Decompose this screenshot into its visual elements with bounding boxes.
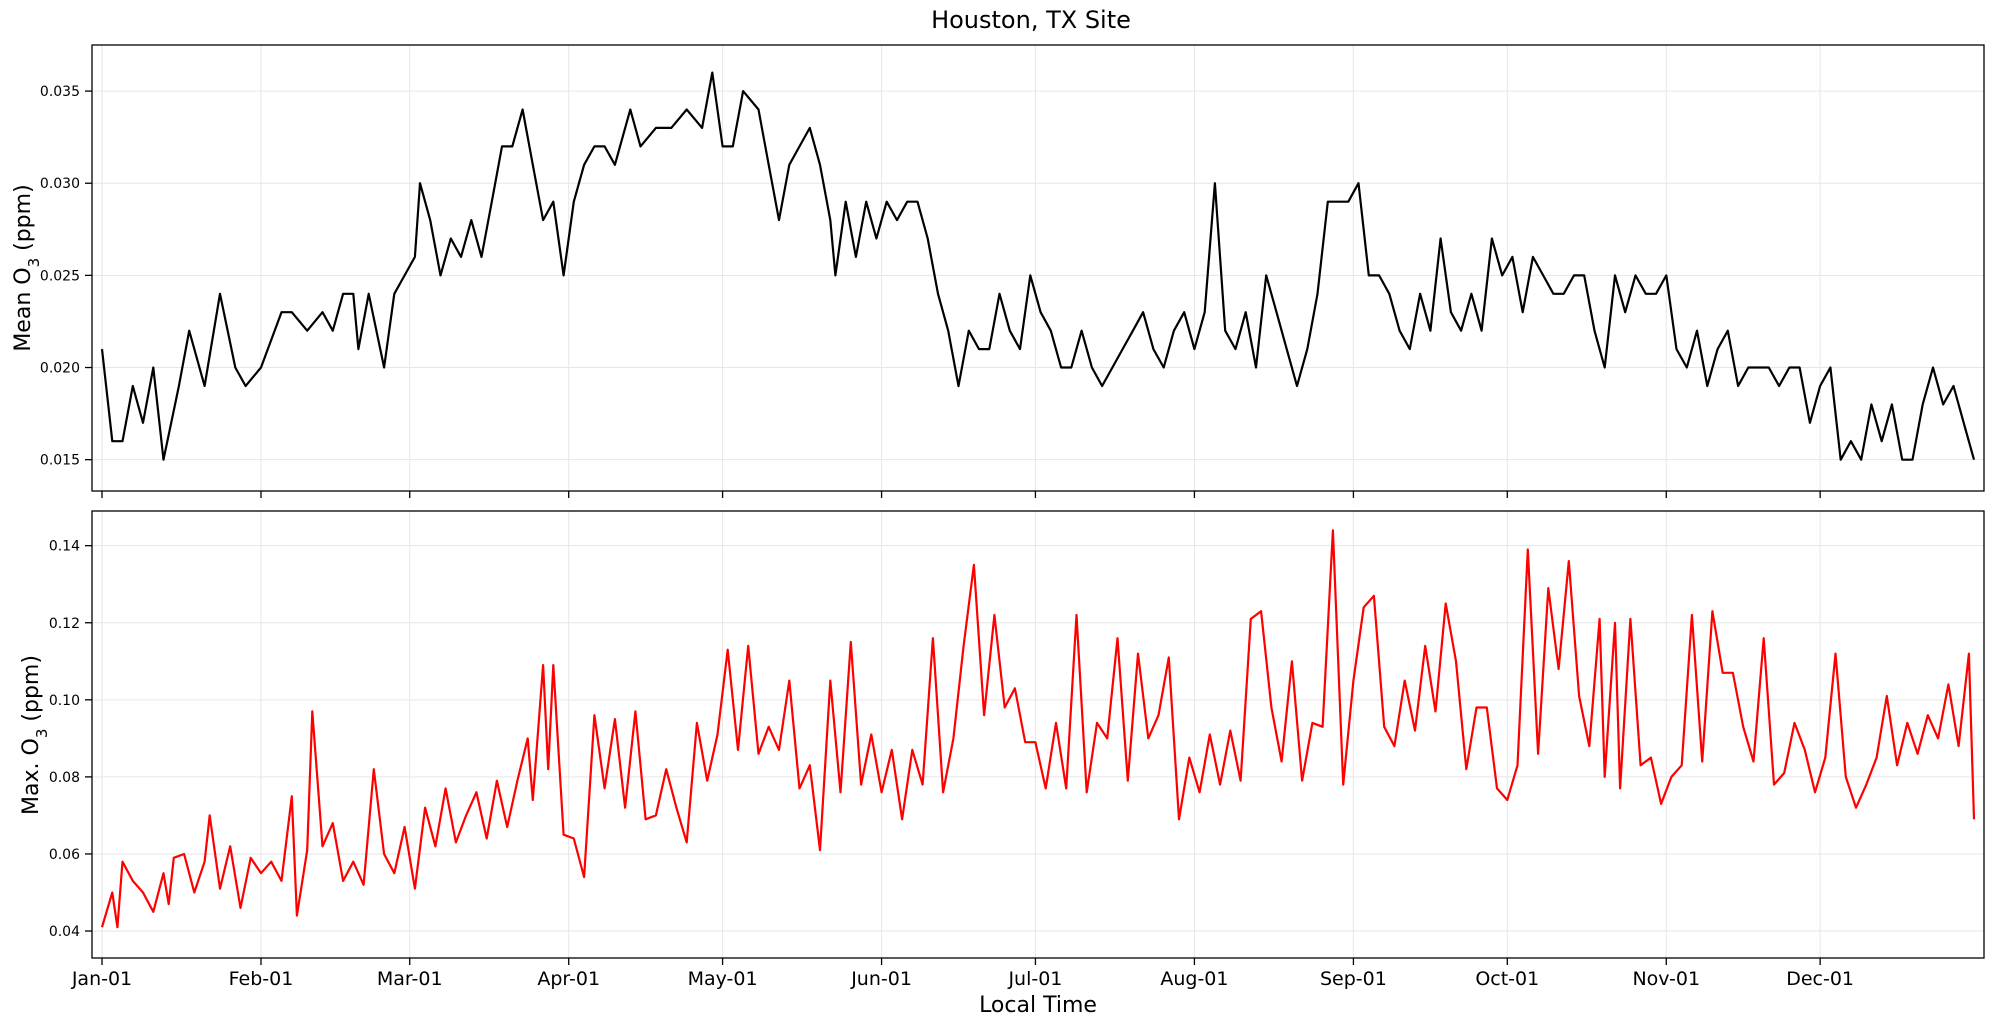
chart-title: Houston, TX Site — [931, 6, 1131, 34]
xtick-label-8: Sep-01 — [1320, 968, 1387, 990]
xtick-label-4: May-01 — [688, 968, 758, 990]
xlabel: Local Time — [979, 993, 1097, 1018]
ytick-label-bottom-0: 0.04 — [49, 924, 80, 940]
xticks-bottom: Jan-01 Feb-01 Mar-01 Apr-01 May-01 Jun-01 Jul-… — [71, 958, 1854, 990]
ytick-label-top-3: 0.030 — [40, 176, 80, 192]
ytick-label-top-4: 0.035 — [40, 84, 80, 100]
xtick-label-3: Apr-01 — [537, 968, 600, 990]
ytick-label-top-1: 0.020 — [40, 361, 80, 377]
xtick-label-0: Jan-01 — [71, 968, 132, 990]
xtick-label-6: Jul-01 — [1007, 968, 1062, 990]
ytick-label-top-0: 0.015 — [40, 453, 80, 469]
series-line-mean-o3 — [100, 71, 1976, 461]
series-line-max-o3 — [100, 529, 1976, 929]
xtickmarks-top — [101, 491, 1821, 498]
ytick-label-top-2: 0.025 — [40, 268, 80, 284]
ytick-label-bottom-1: 0.06 — [49, 847, 80, 863]
xtick-label-7: Aug-01 — [1160, 968, 1228, 990]
ytick-label-bottom-4: 0.12 — [49, 616, 80, 632]
xtick-label-2: Mar-01 — [377, 968, 443, 990]
panel-max-o3: 0.04 0.06 0.08 0.10 0.12 0.14 Jan-01 Feb-01 Mar… — [19, 510, 1985, 1018]
xtick-label-1: Feb-01 — [229, 968, 294, 990]
ylabel-bottom: Max. O3 (ppm) — [19, 655, 51, 815]
panel-mean-o3: 0.015 0.020 0.025 0.030 0.035 Mean O3 (ppm) — [11, 44, 1985, 498]
grid-bottom — [92, 511, 1984, 958]
ytick-label-bottom-3: 0.10 — [49, 693, 80, 709]
grid-top — [92, 45, 1984, 491]
ytick-label-bottom-5: 0.14 — [49, 539, 80, 555]
ylabel-top: Mean O3 (ppm) — [11, 184, 43, 351]
ytick-label-bottom-2: 0.08 — [49, 770, 80, 786]
xtick-label-9: Oct-01 — [1475, 968, 1539, 990]
xtick-label-5: Jun-01 — [850, 968, 912, 990]
axes-frame-top — [91, 44, 1985, 492]
yticks-bottom: 0.04 0.06 0.08 0.10 0.12 0.14 — [49, 539, 92, 940]
xtick-label-10: Nov-01 — [1632, 968, 1700, 990]
axes-frame-bottom — [91, 510, 1985, 959]
yticks-top: 0.015 0.020 0.025 0.030 0.035 — [40, 84, 92, 469]
xtick-label-11: Dec-01 — [1786, 968, 1854, 990]
